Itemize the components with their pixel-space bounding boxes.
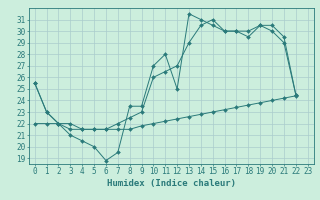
X-axis label: Humidex (Indice chaleur): Humidex (Indice chaleur)	[107, 179, 236, 188]
